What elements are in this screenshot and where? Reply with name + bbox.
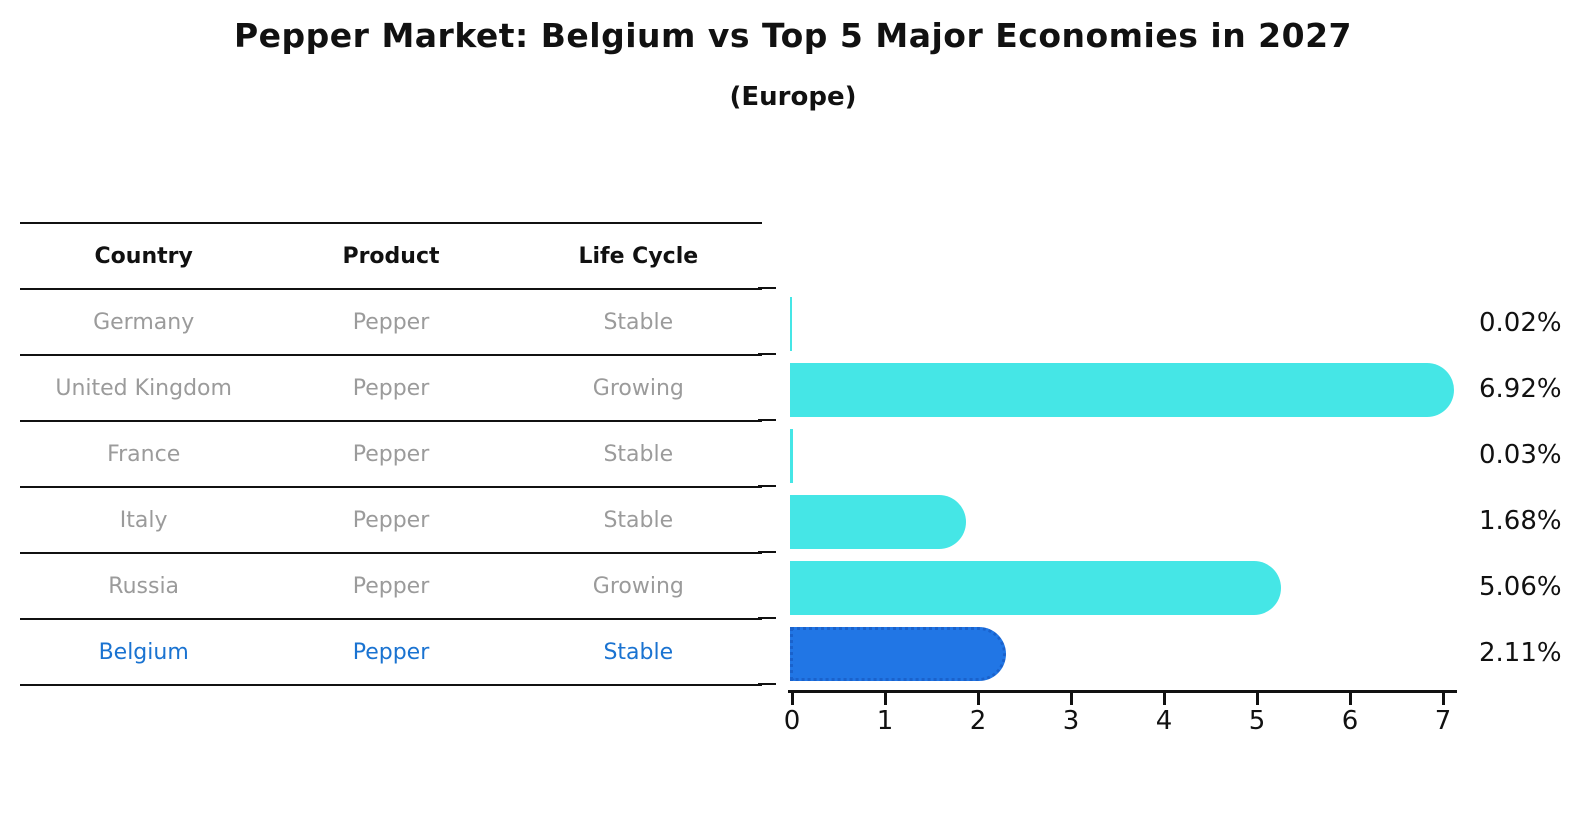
table-row: Belgium Pepper Stable bbox=[20, 620, 762, 686]
table-header-row: Country Product Life Cycle bbox=[20, 224, 762, 290]
value-label: 0.02% bbox=[1479, 308, 1562, 338]
x-tick-label: 1 bbox=[876, 706, 894, 736]
life-cycle-cell: Stable bbox=[603, 309, 674, 335]
y-tick bbox=[758, 617, 776, 619]
x-axis-line bbox=[788, 690, 1457, 693]
table-row: France Pepper Stable bbox=[20, 422, 762, 488]
col-header-life-cycle: Life Cycle bbox=[578, 243, 699, 269]
x-tick bbox=[977, 693, 980, 705]
country-cell: Belgium bbox=[98, 639, 189, 665]
table-row: United Kingdom Pepper Growing bbox=[20, 356, 762, 422]
bar-italy bbox=[790, 495, 966, 549]
value-label: 1.68% bbox=[1479, 506, 1562, 536]
product-cell: Pepper bbox=[352, 375, 430, 401]
y-tick bbox=[758, 419, 776, 421]
y-tick bbox=[758, 683, 776, 685]
value-label: 0.03% bbox=[1479, 440, 1562, 470]
col-header-country: Country bbox=[94, 243, 193, 269]
product-cell: Pepper bbox=[352, 309, 430, 335]
table-row: Italy Pepper Stable bbox=[20, 488, 762, 554]
x-tick-label: 5 bbox=[1248, 706, 1266, 736]
life-cycle-cell: Stable bbox=[603, 441, 674, 467]
country-cell: Italy bbox=[119, 507, 168, 533]
product-cell: Pepper bbox=[352, 639, 430, 665]
country-cell: United Kingdom bbox=[55, 375, 232, 401]
value-label: 6.92% bbox=[1479, 374, 1562, 404]
x-tick bbox=[1070, 693, 1073, 705]
bar-belgium bbox=[790, 627, 1006, 681]
x-tick-label: 4 bbox=[1155, 706, 1173, 736]
bar-russia bbox=[790, 561, 1281, 615]
life-cycle-cell: Stable bbox=[603, 639, 674, 665]
table-row: Germany Pepper Stable bbox=[20, 290, 762, 356]
bar-france bbox=[790, 429, 793, 483]
chart-subtitle: (Europe) bbox=[729, 82, 857, 112]
x-tick-label: 0 bbox=[783, 706, 801, 736]
x-tick bbox=[1349, 693, 1352, 705]
product-cell: Pepper bbox=[352, 507, 430, 533]
country-cell: France bbox=[107, 441, 181, 467]
table-row: Russia Pepper Growing bbox=[20, 554, 762, 620]
x-tick bbox=[884, 693, 887, 705]
col-header-product: Product bbox=[342, 243, 440, 269]
x-tick-label: 2 bbox=[969, 706, 987, 736]
value-label: 2.11% bbox=[1479, 638, 1562, 668]
value-label: 5.06% bbox=[1479, 572, 1562, 602]
x-tick-label: 3 bbox=[1062, 706, 1080, 736]
country-cell: Russia bbox=[108, 573, 180, 599]
life-cycle-cell: Growing bbox=[592, 573, 684, 599]
y-tick bbox=[758, 353, 776, 355]
x-tick bbox=[791, 693, 794, 705]
x-tick bbox=[1163, 693, 1166, 705]
life-cycle-cell: Stable bbox=[603, 507, 674, 533]
y-tick bbox=[758, 551, 776, 553]
x-tick bbox=[1256, 693, 1259, 705]
chart-title: Pepper Market: Belgium vs Top 5 Major Ec… bbox=[233, 16, 1353, 55]
table-body: Germany Pepper Stable United Kingdom Pepper G… bbox=[20, 290, 762, 686]
country-cell: Germany bbox=[93, 309, 195, 335]
bar-germany bbox=[790, 297, 792, 351]
life-cycle-cell: Growing bbox=[592, 375, 684, 401]
product-cell: Pepper bbox=[352, 573, 430, 599]
x-tick-label: 6 bbox=[1341, 706, 1359, 736]
country-table: Country Product Life Cycle Germany Pepper… bbox=[20, 222, 762, 686]
bar-united-kingdom bbox=[790, 363, 1454, 417]
x-tick-label: 7 bbox=[1434, 706, 1452, 736]
y-tick bbox=[758, 287, 776, 289]
product-cell: Pepper bbox=[352, 441, 430, 467]
y-tick bbox=[758, 485, 776, 487]
x-tick bbox=[1442, 693, 1445, 705]
